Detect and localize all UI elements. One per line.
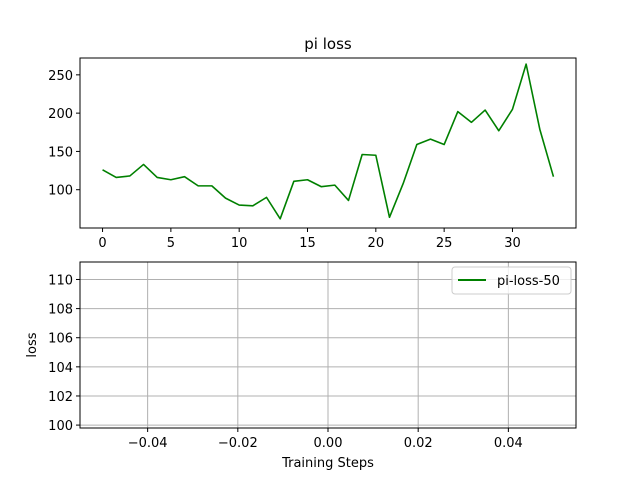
x-tick-label: 0.00 [314, 436, 343, 451]
x-tick-label: 5 [167, 236, 175, 251]
x-tick-label: 0.02 [404, 436, 433, 451]
series-line [102, 63, 555, 220]
y-tick-label: 108 [48, 303, 73, 318]
y-tick-label: 106 [48, 332, 73, 347]
x-tick-label: 30 [504, 236, 521, 251]
legend: pi-loss-50 [451, 266, 572, 295]
legend-box [451, 266, 572, 295]
y-tick-label: 150 [48, 145, 73, 160]
x-tick-label: 25 [436, 236, 453, 251]
bottom-ticks: −0.04 −0.02 0.00 0.02 0.04 100 102 104 106 108 110 [48, 273, 523, 451]
top-series-group [102, 63, 555, 220]
bottom-y-axis-label: loss [25, 332, 40, 357]
bottom-grid [80, 262, 576, 428]
y-tick-label: 110 [48, 273, 73, 288]
top-chart-title: pi loss [304, 35, 352, 53]
y-tick-label: 250 [48, 69, 73, 84]
y-tick-label: 104 [48, 361, 73, 376]
x-tick-label: 15 [299, 236, 316, 251]
x-tick-label: −0.02 [218, 436, 258, 451]
bottom-subplot: −0.04 −0.02 0.00 0.02 0.04 100 102 104 106 108 110… [25, 261, 577, 471]
legend-label: pi-loss-50 [497, 274, 560, 289]
x-tick-label: 0 [98, 236, 106, 251]
x-tick-label: −0.04 [128, 436, 168, 451]
x-tick-label: 20 [368, 236, 385, 251]
bottom-x-axis-label: Training Steps [281, 456, 374, 471]
top-ticks: 0 5 10 15 20 25 30 100 150 200 250 [48, 69, 521, 251]
x-tick-label: 0.04 [494, 436, 523, 451]
top-subplot: pi loss 0 5 10 15 20 25 30 100 150 200 250 [48, 35, 577, 251]
y-tick-label: 100 [48, 184, 73, 199]
y-tick-label: 100 [48, 419, 73, 434]
y-tick-label: 102 [48, 390, 73, 405]
top-axes-frame [79, 57, 577, 229]
y-tick-label: 200 [48, 107, 73, 122]
x-tick-label: 10 [231, 236, 248, 251]
